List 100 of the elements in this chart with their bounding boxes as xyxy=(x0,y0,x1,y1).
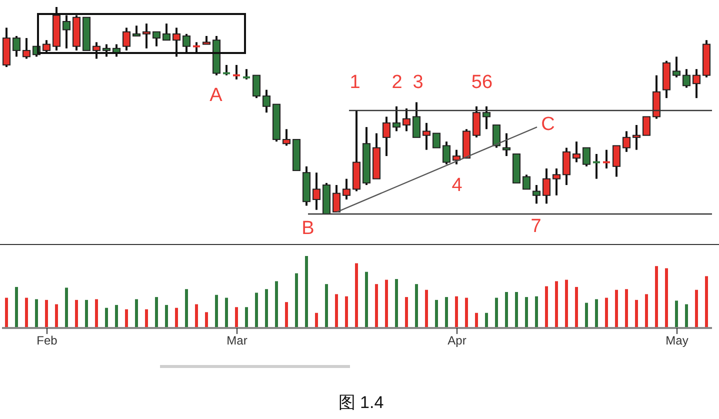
bar xyxy=(205,312,208,328)
candlestick xyxy=(502,132,510,158)
annotation: 2 xyxy=(392,72,402,93)
bar xyxy=(615,290,618,328)
annotation: 56 xyxy=(471,72,493,93)
bar xyxy=(155,297,158,328)
bar xyxy=(265,289,268,328)
bar xyxy=(355,263,358,328)
candlestick xyxy=(632,124,640,151)
candlestick xyxy=(252,74,260,100)
candlestick xyxy=(242,68,251,80)
candlestick xyxy=(262,88,270,114)
bar xyxy=(235,307,238,328)
candlestick xyxy=(432,132,440,148)
bar xyxy=(5,298,8,328)
bar xyxy=(345,296,348,328)
bar xyxy=(385,280,388,328)
bar xyxy=(195,304,198,328)
bar xyxy=(225,298,228,328)
bar xyxy=(475,312,478,328)
bar xyxy=(655,266,658,328)
candlestick xyxy=(412,101,420,138)
bar xyxy=(185,289,188,328)
bar xyxy=(275,281,278,328)
candlestick xyxy=(312,172,320,211)
candlestick xyxy=(552,167,560,196)
candlestick xyxy=(122,26,130,52)
bar xyxy=(645,294,648,328)
bar xyxy=(55,304,58,328)
bar xyxy=(535,296,538,328)
candlestick xyxy=(42,39,50,54)
candlestick xyxy=(62,14,70,50)
bar xyxy=(685,304,688,328)
candlestick xyxy=(482,105,490,130)
candlestick xyxy=(22,37,30,60)
bar xyxy=(335,294,338,328)
candlestick xyxy=(532,184,540,205)
bar xyxy=(35,299,38,328)
bar xyxy=(565,280,568,328)
bar xyxy=(635,300,638,328)
candlestick xyxy=(342,178,350,201)
bar xyxy=(315,312,318,328)
bar xyxy=(525,297,528,328)
bar xyxy=(705,276,708,328)
bar xyxy=(605,298,608,328)
bar xyxy=(665,268,668,328)
caption: 图 1.4 xyxy=(338,393,384,412)
bar xyxy=(255,292,258,328)
candlestick xyxy=(562,146,570,186)
annotation: C xyxy=(541,114,555,135)
candlestick xyxy=(332,184,340,213)
candlestick xyxy=(572,140,580,164)
bar xyxy=(585,302,588,328)
bar xyxy=(495,298,498,328)
candlestick xyxy=(12,34,20,58)
bar xyxy=(445,297,448,328)
candlestick xyxy=(682,68,690,89)
bar xyxy=(415,284,418,328)
bar xyxy=(575,286,578,328)
candlestick xyxy=(452,148,460,166)
annotation: A xyxy=(210,85,222,106)
bar xyxy=(455,296,458,328)
bar xyxy=(65,288,68,328)
candlestick xyxy=(282,128,290,147)
x-tick-label: Feb xyxy=(36,334,58,348)
annotation: 4 xyxy=(452,175,462,196)
candlestick xyxy=(162,22,170,42)
candlestick xyxy=(392,105,400,132)
bar xyxy=(595,299,598,328)
candlestick xyxy=(542,167,550,205)
x-tick-label: May xyxy=(666,334,688,348)
bar xyxy=(75,300,78,328)
bar xyxy=(215,294,218,328)
bar xyxy=(435,300,438,328)
bar xyxy=(245,307,248,328)
candlestick xyxy=(192,41,201,54)
bar xyxy=(45,300,48,328)
bar xyxy=(625,289,628,328)
text: 7 xyxy=(530,216,542,237)
bar xyxy=(325,284,328,328)
bar xyxy=(695,290,698,328)
candlestick xyxy=(622,130,630,153)
candlestick xyxy=(102,43,110,58)
candlestick xyxy=(172,26,180,58)
bar xyxy=(465,298,468,328)
bar xyxy=(295,273,298,328)
bar xyxy=(105,308,108,328)
candlestick xyxy=(612,144,620,178)
bar xyxy=(285,302,288,328)
candlestick xyxy=(642,116,650,136)
bar xyxy=(125,309,128,328)
bar xyxy=(85,300,88,328)
candlestick xyxy=(402,107,410,132)
candlestick xyxy=(182,32,190,54)
candlestick xyxy=(152,30,160,48)
bar xyxy=(95,299,98,328)
candlestick xyxy=(522,174,530,190)
candlestick xyxy=(692,68,700,100)
annotation: 1 xyxy=(350,72,360,93)
bar xyxy=(505,292,508,328)
